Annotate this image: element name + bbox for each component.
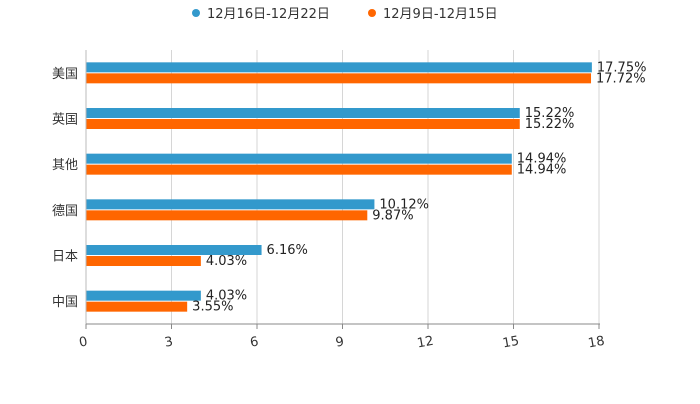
category-label-1: 英国 xyxy=(52,113,78,128)
data-labels: 17.75%17.72% 15.22%15.22% 14.94%14.94% 10.1… xyxy=(192,60,646,314)
x-tick-label-5: 15 xyxy=(501,334,520,352)
category-label-0: 美国 xyxy=(52,67,78,82)
bars xyxy=(86,62,592,312)
bar-0-2[interactable] xyxy=(86,153,512,164)
data-label-1-0: 17.72% xyxy=(596,71,646,86)
legend: 12月16日-12月22日 12月9日-12月15日 xyxy=(192,7,498,22)
grid xyxy=(171,50,600,324)
bar-1-2[interactable] xyxy=(86,164,512,175)
bar-0-3[interactable] xyxy=(86,199,375,210)
category-label-5: 中国 xyxy=(52,295,78,310)
bar-0-5[interactable] xyxy=(86,290,201,301)
legend-marker-1 xyxy=(368,9,376,17)
x-tick-label-2: 6 xyxy=(249,334,260,350)
data-label-0-5: 4.03% xyxy=(206,289,247,304)
data-label-1-5: 3.55% xyxy=(192,300,233,315)
bar-1-1[interactable] xyxy=(86,119,520,129)
category-label-3: 德国 xyxy=(52,204,78,219)
x-axis: 0 3 6 9 12 15 18 xyxy=(78,323,606,352)
bar-1-0[interactable] xyxy=(86,73,592,84)
data-label-1-3: 9.87% xyxy=(372,208,413,223)
bar-0-0[interactable] xyxy=(86,62,592,73)
bar-1-5[interactable] xyxy=(86,301,188,312)
bar-1-4[interactable] xyxy=(86,256,201,266)
legend-label-1[interactable]: 12月9日-12月15日 xyxy=(383,7,498,22)
data-label-0-1: 15.22% xyxy=(525,106,575,121)
x-tick-label-3: 9 xyxy=(335,334,346,350)
data-label-0-2: 14.94% xyxy=(517,152,567,167)
legend-marker-0 xyxy=(192,9,200,17)
legend-label-0[interactable]: 12月16日-12月22日 xyxy=(207,7,330,22)
bar-0-4[interactable] xyxy=(86,245,262,255)
x-tick-label-0: 0 xyxy=(78,334,89,350)
data-label-1-2: 14.94% xyxy=(517,163,567,178)
data-label-1-1: 15.22% xyxy=(525,117,575,132)
x-tick-label-4: 12 xyxy=(416,334,435,352)
bar-1-3[interactable] xyxy=(86,210,368,221)
data-label-0-3: 10.12% xyxy=(379,197,429,212)
x-tick-label-1: 3 xyxy=(164,334,175,350)
data-label-1-4: 4.03% xyxy=(206,254,247,269)
data-label-0-0: 17.75% xyxy=(597,60,647,75)
x-tick-label-6: 18 xyxy=(587,334,606,352)
data-label-0-4: 6.16% xyxy=(267,243,308,258)
bar-0-1[interactable] xyxy=(86,108,520,118)
category-label-4: 日本 xyxy=(52,250,78,265)
category-label-2: 其他 xyxy=(52,158,78,173)
